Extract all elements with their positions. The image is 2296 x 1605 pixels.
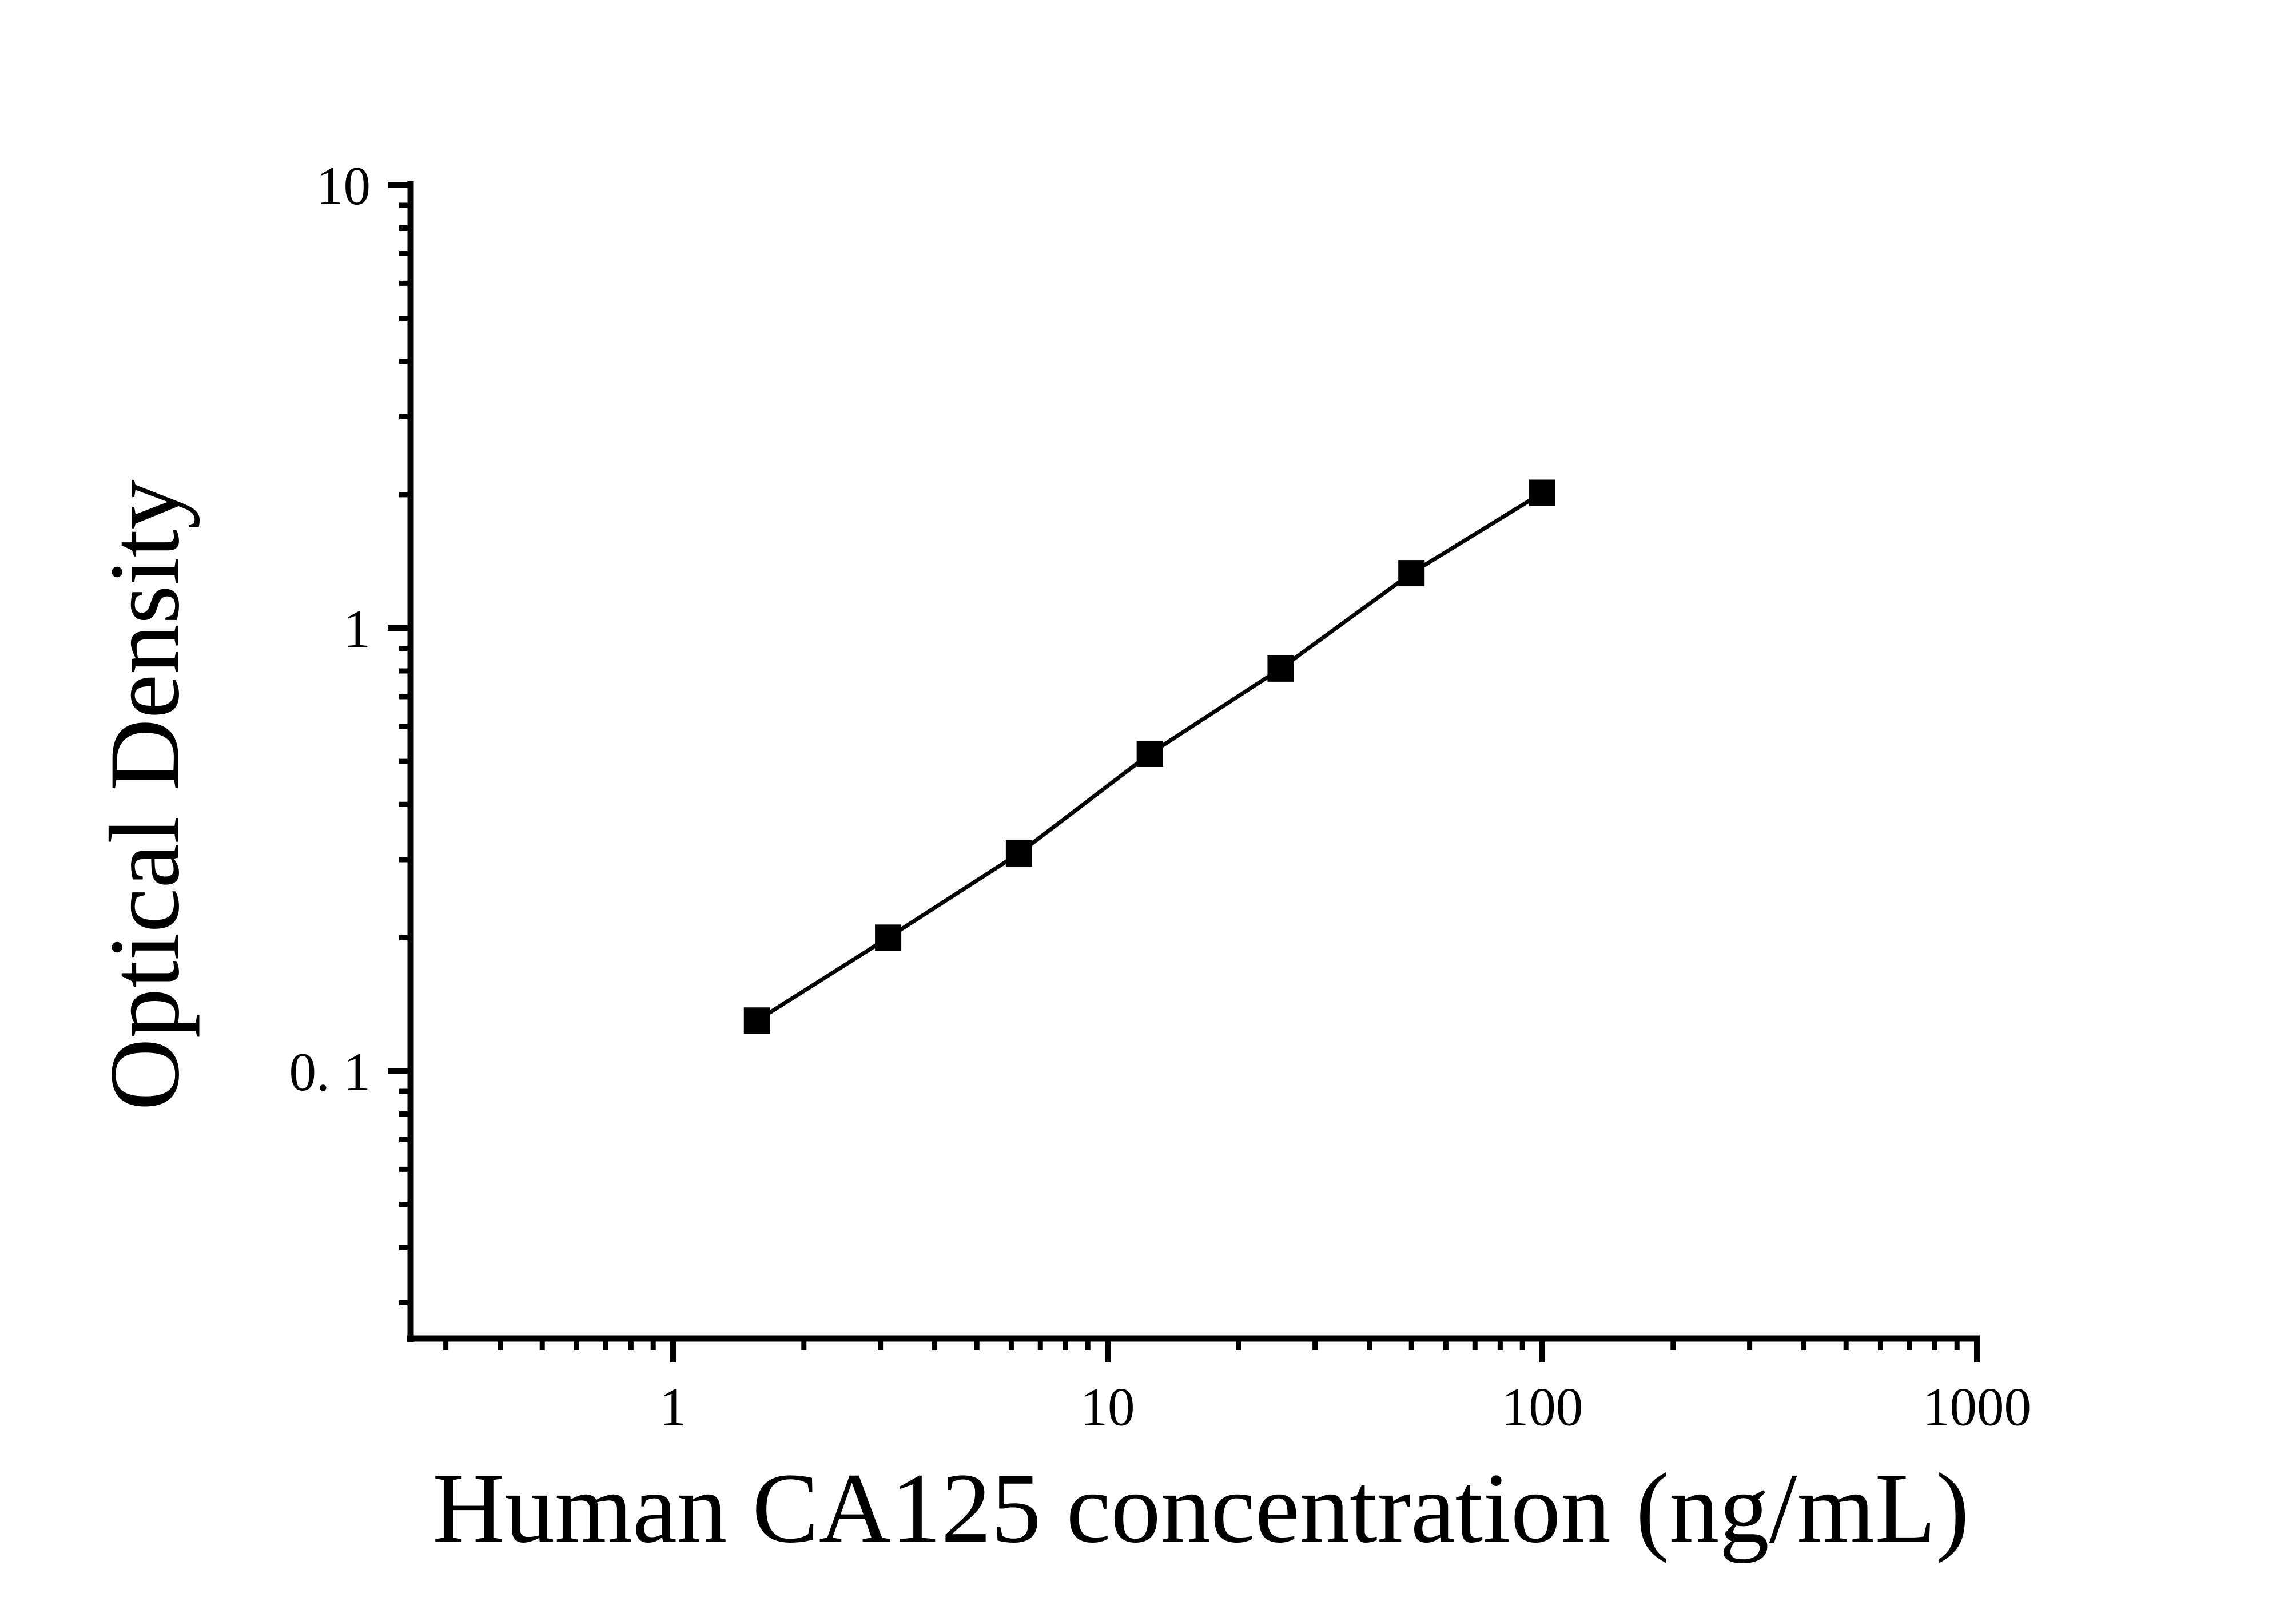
x-axis-tick-labels: 1 10 100 1000: [659, 1376, 2031, 1437]
y-axis-tick-labels: 0. 1 1 10: [289, 156, 371, 1102]
y-axis-ticks: [388, 182, 414, 1305]
x-axis-title: Human CA125 concentration (ng/mL): [432, 1452, 1969, 1563]
data-point-marker: [875, 924, 902, 951]
data-point-marker: [1267, 655, 1294, 682]
x-tick-label: 1: [659, 1376, 687, 1437]
y-tick-label: 1: [344, 598, 371, 659]
data-point-marker: [1005, 840, 1032, 867]
data-point-marker: [743, 1007, 770, 1034]
data-point-marker: [1136, 740, 1163, 767]
x-axis-ticks: [443, 1335, 1980, 1362]
y-tick-label: 10: [316, 156, 371, 216]
x-tick-label: 100: [1502, 1376, 1583, 1437]
y-axis-title: Optical Density: [89, 479, 200, 1110]
data-point-marker: [1529, 479, 1555, 506]
data-series: [743, 479, 1555, 1034]
x-tick-label: 10: [1081, 1376, 1135, 1437]
x-tick-label: 1000: [1923, 1376, 2031, 1437]
data-point-marker: [1398, 560, 1425, 587]
axes: [407, 181, 1980, 1342]
y-tick-label: 0. 1: [289, 1042, 371, 1102]
